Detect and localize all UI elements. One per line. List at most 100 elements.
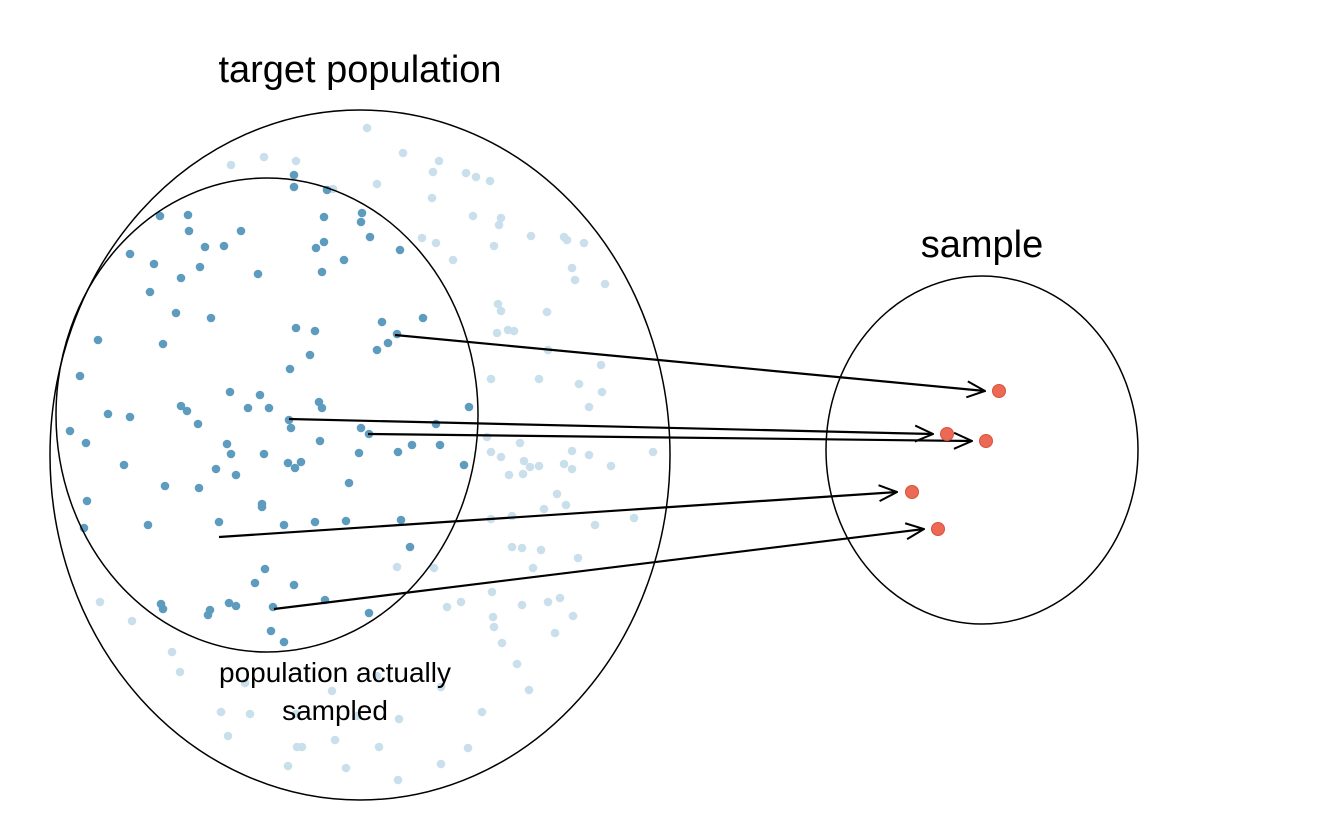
population-point bbox=[512, 659, 522, 669]
population-point bbox=[407, 440, 417, 450]
population-point bbox=[496, 452, 506, 462]
population-point bbox=[193, 419, 203, 429]
population-point bbox=[418, 313, 428, 323]
population-point bbox=[330, 735, 340, 745]
population-point bbox=[95, 597, 105, 607]
population-point bbox=[243, 403, 253, 413]
population-point bbox=[160, 481, 170, 491]
population-point bbox=[319, 212, 329, 222]
sampled-population-points bbox=[65, 170, 474, 647]
population-point bbox=[596, 360, 606, 370]
population-point bbox=[310, 326, 320, 336]
arrow bbox=[288, 417, 933, 434]
population-point bbox=[542, 307, 552, 317]
population-point bbox=[629, 513, 639, 523]
population-point bbox=[509, 326, 519, 336]
population-point bbox=[365, 232, 375, 242]
population-point bbox=[496, 213, 506, 223]
population-point bbox=[392, 329, 402, 339]
population-point bbox=[149, 259, 159, 269]
population-point bbox=[341, 763, 351, 773]
population-point bbox=[259, 152, 269, 162]
arrow bbox=[394, 333, 985, 391]
population-point bbox=[283, 761, 293, 771]
population-point bbox=[648, 447, 658, 457]
population-point bbox=[231, 601, 241, 611]
population-point bbox=[561, 500, 571, 510]
population-point bbox=[435, 440, 445, 450]
population-point bbox=[489, 241, 499, 251]
population-point bbox=[486, 447, 496, 457]
population-point bbox=[485, 176, 495, 186]
population-point bbox=[289, 580, 299, 590]
arrow bbox=[367, 434, 972, 441]
population-point bbox=[285, 364, 295, 374]
population-point bbox=[158, 604, 168, 614]
population-point bbox=[245, 709, 255, 719]
population-point bbox=[517, 543, 527, 553]
population-point bbox=[456, 597, 466, 607]
population-point bbox=[317, 403, 327, 413]
population-point bbox=[570, 275, 580, 285]
population-point bbox=[311, 243, 321, 253]
population-point bbox=[206, 313, 216, 323]
population-point bbox=[75, 371, 85, 381]
population-point bbox=[283, 458, 293, 468]
population-point bbox=[550, 628, 560, 638]
population-point bbox=[357, 208, 367, 218]
population-point bbox=[240, 678, 250, 688]
population-point bbox=[539, 504, 549, 514]
sample-point bbox=[979, 434, 993, 448]
population-point bbox=[496, 306, 506, 316]
population-point bbox=[434, 156, 444, 166]
population-point bbox=[477, 707, 487, 717]
population-point bbox=[584, 450, 594, 460]
population-point bbox=[200, 242, 210, 252]
population-point bbox=[310, 517, 320, 527]
population-point bbox=[543, 597, 553, 607]
population-point bbox=[394, 714, 404, 724]
population-point bbox=[492, 328, 502, 338]
population-point bbox=[289, 182, 299, 192]
population-point bbox=[504, 470, 514, 480]
population-point bbox=[145, 287, 155, 297]
population-point bbox=[253, 269, 263, 279]
target-population-points bbox=[95, 123, 658, 785]
population-point bbox=[395, 245, 405, 255]
population-point bbox=[459, 460, 469, 470]
population-point bbox=[183, 210, 193, 220]
population-point bbox=[224, 598, 234, 608]
population-point bbox=[364, 608, 374, 618]
population-point bbox=[562, 235, 572, 245]
population-point bbox=[327, 686, 337, 696]
sample-ellipse bbox=[825, 275, 1139, 625]
population-point bbox=[289, 170, 299, 180]
population-point bbox=[392, 562, 402, 572]
population-point bbox=[264, 403, 274, 413]
population-point bbox=[526, 231, 536, 241]
arrow bbox=[218, 492, 897, 539]
population-point bbox=[290, 463, 300, 473]
population-point bbox=[297, 742, 307, 752]
population-point bbox=[579, 238, 589, 248]
population-point bbox=[223, 731, 233, 741]
population-point bbox=[606, 461, 616, 471]
sample-label: sample bbox=[921, 224, 1044, 266]
population-point bbox=[291, 709, 301, 719]
population-point bbox=[317, 267, 327, 277]
population-point bbox=[515, 438, 525, 448]
population-point bbox=[219, 241, 229, 251]
population-point bbox=[567, 263, 577, 273]
population-point bbox=[600, 279, 610, 289]
population-point bbox=[482, 432, 492, 442]
population-point bbox=[519, 456, 529, 466]
target-population-ellipse bbox=[49, 109, 671, 801]
population-point bbox=[494, 220, 504, 230]
population-point bbox=[517, 600, 527, 610]
population-point bbox=[155, 211, 165, 221]
population-point bbox=[524, 685, 534, 695]
population-point bbox=[226, 449, 236, 459]
population-point bbox=[393, 447, 403, 457]
population-point bbox=[463, 743, 473, 753]
